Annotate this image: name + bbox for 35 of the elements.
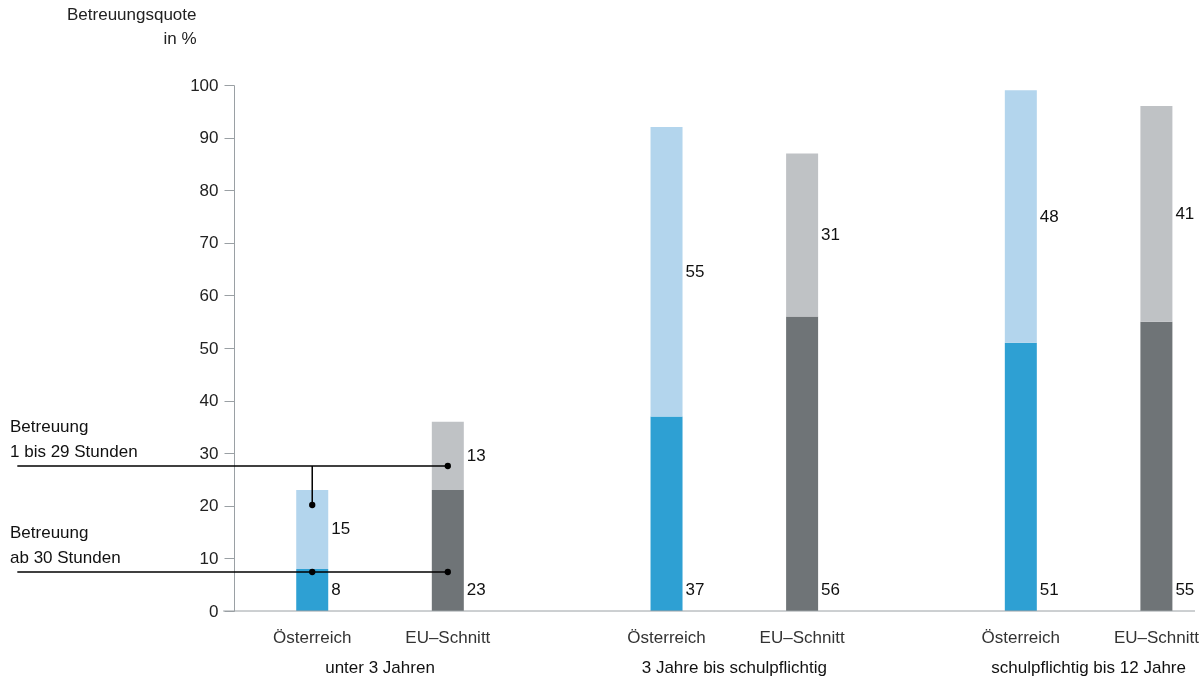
- x-tick-label: EU–Schnitt: [759, 628, 845, 647]
- data-label: 13: [466, 445, 486, 465]
- x-tick-label: Österreich: [627, 628, 706, 647]
- y-tick-label: 0: [209, 601, 219, 621]
- data-label: 48: [1039, 206, 1059, 226]
- y-tick-label: 30: [199, 443, 219, 463]
- y-tick-label: 20: [199, 496, 219, 516]
- data-label: 37: [685, 579, 705, 599]
- y-tick-label: 50: [199, 338, 219, 358]
- text: schulpflichtig bis 12 Jahre: [991, 658, 1186, 677]
- x-tick-label: EU–Schnitt: [1113, 628, 1200, 647]
- x-tick-label: Österreich: [273, 628, 352, 647]
- data-label: 41: [1175, 203, 1195, 223]
- data-label: 51: [1039, 579, 1059, 599]
- y-tick-label: 40: [199, 391, 219, 411]
- x-tick-label: EU–Schnitt: [405, 628, 491, 647]
- y-tick-label: 60: [199, 285, 219, 305]
- y-tick-label: 100: [190, 75, 219, 95]
- y-axis-title: Betreuungsquote in %: [67, 4, 197, 48]
- text: Betreuung ab 30 Stunden: [10, 523, 121, 567]
- data-label: 55: [685, 261, 705, 281]
- data-label: 56: [821, 579, 841, 599]
- data-label: 15: [331, 519, 351, 539]
- data-label: 55: [1175, 579, 1195, 599]
- data-label: 31: [821, 224, 841, 244]
- x-tick-label: Österreich: [981, 628, 1061, 647]
- text: Betreuung 1 bis 29 Stunden: [10, 417, 138, 461]
- data-label: 23: [466, 579, 486, 599]
- text: 3 Jahre bis schulpflichtig: [641, 658, 827, 677]
- y-tick-label: 80: [199, 180, 219, 200]
- y-tick-label: 10: [199, 548, 219, 568]
- text: unter 3 Jahren: [325, 658, 435, 677]
- data-label: 8: [331, 579, 341, 599]
- y-tick-label: 90: [199, 128, 219, 148]
- y-tick-label: 70: [199, 233, 219, 253]
